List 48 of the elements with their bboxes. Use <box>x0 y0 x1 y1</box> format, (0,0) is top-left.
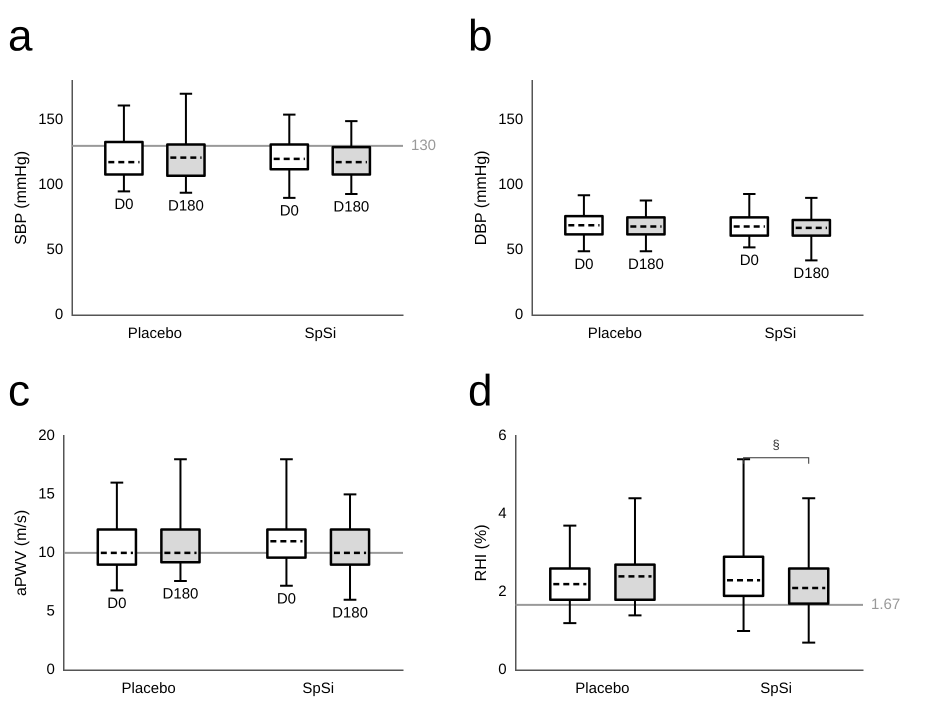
x-tick-label: SpSi <box>764 325 796 342</box>
y-tick-label: 0 <box>54 306 64 324</box>
text: D0 <box>107 595 126 612</box>
x-tick-label: Placebo <box>122 680 176 698</box>
y-tick-label: 100 <box>498 176 524 194</box>
y-tick-label: 50 <box>506 241 524 258</box>
y-tick-label: 0 <box>498 661 507 678</box>
y-tick-label: 4 <box>498 505 507 522</box>
y-tick-label: 0 <box>46 661 55 678</box>
text: D180 <box>793 264 830 282</box>
y-tick-label: 0 <box>514 306 524 324</box>
text: D0 <box>276 590 296 608</box>
x-tick-label: Placebo <box>575 680 630 698</box>
ref-line-label: 130 <box>411 136 436 154</box>
y-tick-label: 5 <box>46 602 55 620</box>
series-label: D180 <box>628 256 664 273</box>
series-label: D0 <box>114 196 134 214</box>
x-tick-label: SpSi <box>760 680 792 698</box>
y-tick-label: 6 <box>498 426 507 444</box>
ref-line-label: 1.67 <box>871 596 900 613</box>
y-axis-title: RHI (%) <box>473 524 490 582</box>
y-axis-title: aPWV (m/s) <box>13 510 30 596</box>
y-tick-label: 150 <box>38 110 64 128</box>
chart-title: a <box>8 12 33 61</box>
y-tick-label: 15 <box>38 485 55 502</box>
y-axis-title: SBP (mmHg) <box>13 150 30 245</box>
text: D180 <box>333 198 370 216</box>
series-label: D180 <box>168 197 204 214</box>
series-label: D180 <box>162 586 198 603</box>
text: D0 <box>574 256 594 273</box>
x-tick-label: Placebo <box>128 325 182 342</box>
y-tick-label: 100 <box>38 176 64 194</box>
x-tick-label: Placebo <box>588 325 642 342</box>
series-label: D0 <box>740 252 759 269</box>
y-tick-label: 20 <box>38 426 55 444</box>
y-tick-label: 10 <box>38 544 55 562</box>
y-tick-label: 50 <box>46 241 64 258</box>
text: D0 <box>280 202 299 220</box>
text: D180 <box>332 604 368 622</box>
y-tick-label: 150 <box>498 110 524 128</box>
x-tick-label: SpSi <box>304 325 336 342</box>
chart-title: d <box>468 366 492 416</box>
y-axis-title: DBP (mmHg) <box>473 150 490 246</box>
chart-title: b <box>468 12 492 61</box>
x-tick-label: SpSi <box>302 680 334 698</box>
y-tick-label: 2 <box>498 583 507 600</box>
annotation: § <box>772 436 780 452</box>
chart-title: c <box>8 366 30 416</box>
